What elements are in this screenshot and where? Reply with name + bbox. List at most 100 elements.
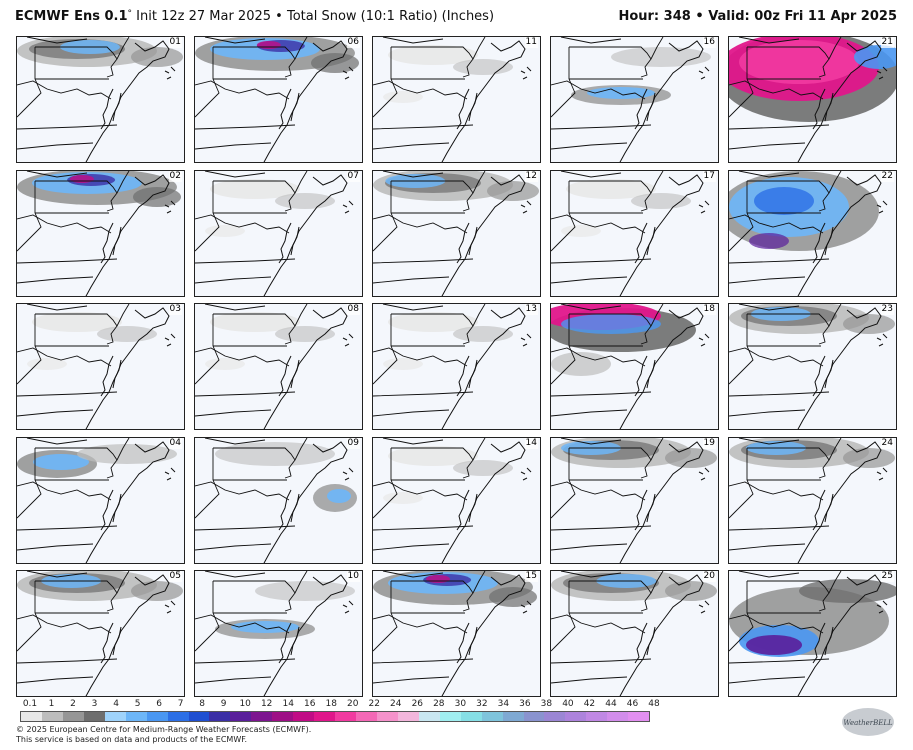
legend-label: 24 bbox=[390, 699, 402, 709]
coastline bbox=[560, 37, 710, 162]
legend-swatch bbox=[418, 712, 440, 721]
member-number: 15 bbox=[524, 571, 538, 582]
member-number: 05 bbox=[168, 571, 182, 582]
legend-swatch bbox=[146, 712, 168, 721]
ensemble-member-panel: 23 bbox=[728, 303, 897, 430]
legend-label: 20 bbox=[347, 699, 359, 709]
init-time: Init 12z 27 Mar 2025 bbox=[136, 9, 272, 24]
coastline bbox=[26, 571, 176, 696]
legend-swatch bbox=[104, 712, 126, 721]
state-borders bbox=[551, 170, 664, 283]
legend-label: 26 bbox=[411, 699, 424, 709]
ensemble-member-panel: 24 bbox=[728, 436, 897, 564]
legend-swatch bbox=[586, 712, 608, 721]
coastline bbox=[26, 437, 176, 563]
legend-swatch bbox=[293, 712, 315, 721]
member-number: 20 bbox=[702, 571, 716, 582]
coastline bbox=[26, 170, 176, 296]
member-number: 16 bbox=[702, 37, 716, 48]
coastline bbox=[738, 37, 888, 162]
legend-swatch bbox=[209, 712, 231, 721]
member-number: 07 bbox=[346, 170, 360, 182]
legend-swatch bbox=[628, 712, 650, 721]
legend-label: 36 bbox=[519, 699, 531, 709]
member-number: 06 bbox=[346, 37, 360, 48]
color-legend: 0.1 1 2 3 4 5 6 7 8 9 10 12 14 16 18 20 22 24 26 28 30 32 34 36… bbox=[16, 699, 666, 729]
snow-field bbox=[17, 571, 183, 601]
coastline bbox=[738, 437, 888, 563]
legend-label: 16 bbox=[303, 699, 316, 709]
ensemble-member-panel: 19 bbox=[550, 436, 719, 564]
legend-label: 9 bbox=[220, 699, 227, 709]
legend-swatch bbox=[83, 712, 105, 721]
valid-label: Valid: bbox=[708, 9, 750, 24]
ensemble-member-panel: 02 bbox=[16, 169, 185, 297]
legend-swatch bbox=[397, 712, 419, 721]
ensemble-member-panel: 03 bbox=[16, 303, 185, 430]
ensemble-member-panel: 20 bbox=[550, 570, 719, 697]
ensemble-member-panel: 16 bbox=[550, 36, 719, 163]
legend-label: 34 bbox=[497, 699, 510, 709]
coastline bbox=[560, 170, 710, 296]
ensemble-member-panel: 09 bbox=[194, 436, 363, 564]
state-borders bbox=[729, 170, 842, 283]
ensemble-member-panel: 14 bbox=[372, 436, 541, 564]
legend-swatch bbox=[460, 712, 482, 721]
legend-colorbar bbox=[20, 711, 650, 722]
state-borders bbox=[373, 304, 486, 417]
legend-swatch bbox=[502, 712, 524, 721]
coastline bbox=[738, 304, 888, 429]
member-number: 14 bbox=[524, 437, 538, 449]
weatherbell-logo: WeatherBELL bbox=[840, 706, 896, 738]
legend-swatch bbox=[544, 712, 566, 721]
snow-field bbox=[551, 437, 717, 468]
legend-label: 48 bbox=[648, 699, 660, 709]
legend-swatch bbox=[62, 712, 84, 721]
legend-label: 30 bbox=[454, 699, 467, 709]
coastline bbox=[560, 571, 710, 696]
legend-labels: 0.1 1 2 3 4 5 6 7 8 9 10 12 14 16 18 20 22 24 26 28 30 32 34 36… bbox=[16, 699, 660, 711]
member-number: 11 bbox=[524, 37, 538, 48]
coastline bbox=[382, 37, 532, 162]
product-name: Total Snow (10:1 Ratio) (Inches) bbox=[286, 9, 495, 24]
member-number: 01 bbox=[168, 37, 182, 48]
coastline bbox=[382, 437, 532, 563]
legend-swatch bbox=[188, 712, 210, 721]
coastline bbox=[738, 571, 888, 696]
ensemble-member-panel: 21 bbox=[728, 36, 897, 163]
legend-label: 4 bbox=[113, 699, 119, 709]
ensemble-member-panel: 05 bbox=[16, 570, 185, 697]
ensemble-member-panel: 18 bbox=[550, 303, 719, 430]
member-number: 13 bbox=[524, 304, 538, 315]
legend-label: 10 bbox=[239, 699, 251, 709]
header: ECMWF Ens 0.1° Init 12z 27 Mar 2025 • To… bbox=[0, 0, 913, 34]
ensemble-member-panel: 07 bbox=[194, 169, 363, 297]
coastline bbox=[204, 304, 354, 429]
legend-swatch bbox=[481, 712, 503, 721]
hour-value: 348 bbox=[663, 9, 691, 24]
ensemble-member-panel: 13 bbox=[372, 303, 541, 430]
legend-label: 32 bbox=[476, 699, 488, 709]
hour-label: Hour: bbox=[618, 9, 660, 24]
member-number: 03 bbox=[168, 304, 182, 315]
member-number: 25 bbox=[880, 571, 894, 582]
legend-label: 40 bbox=[562, 699, 574, 709]
credit-line-1: © 2025 European Centre for Medium-Range … bbox=[16, 725, 312, 734]
chart-title: ECMWF Ens 0.1° Init 12z 27 Mar 2025 • To… bbox=[15, 9, 494, 24]
state-borders bbox=[729, 37, 842, 150]
member-number: 24 bbox=[880, 437, 894, 449]
ensemble-panel-grid: 01 06 11 16 21 bbox=[16, 36, 898, 697]
legend-label: 1 bbox=[48, 699, 55, 709]
state-borders bbox=[195, 304, 308, 417]
legend-label: 12 bbox=[260, 699, 273, 709]
state-borders bbox=[551, 304, 664, 417]
model-name: ECMWF Ens 0.1 bbox=[15, 9, 128, 24]
legend-swatch bbox=[376, 712, 398, 721]
member-number: 09 bbox=[346, 437, 360, 449]
coastline bbox=[560, 437, 710, 563]
state-borders bbox=[373, 571, 486, 684]
ensemble-member-panel: 10 bbox=[194, 570, 363, 697]
legend-label: 2 bbox=[70, 699, 76, 709]
legend-label: 28 bbox=[433, 699, 445, 709]
legend-label: 14 bbox=[282, 699, 294, 709]
